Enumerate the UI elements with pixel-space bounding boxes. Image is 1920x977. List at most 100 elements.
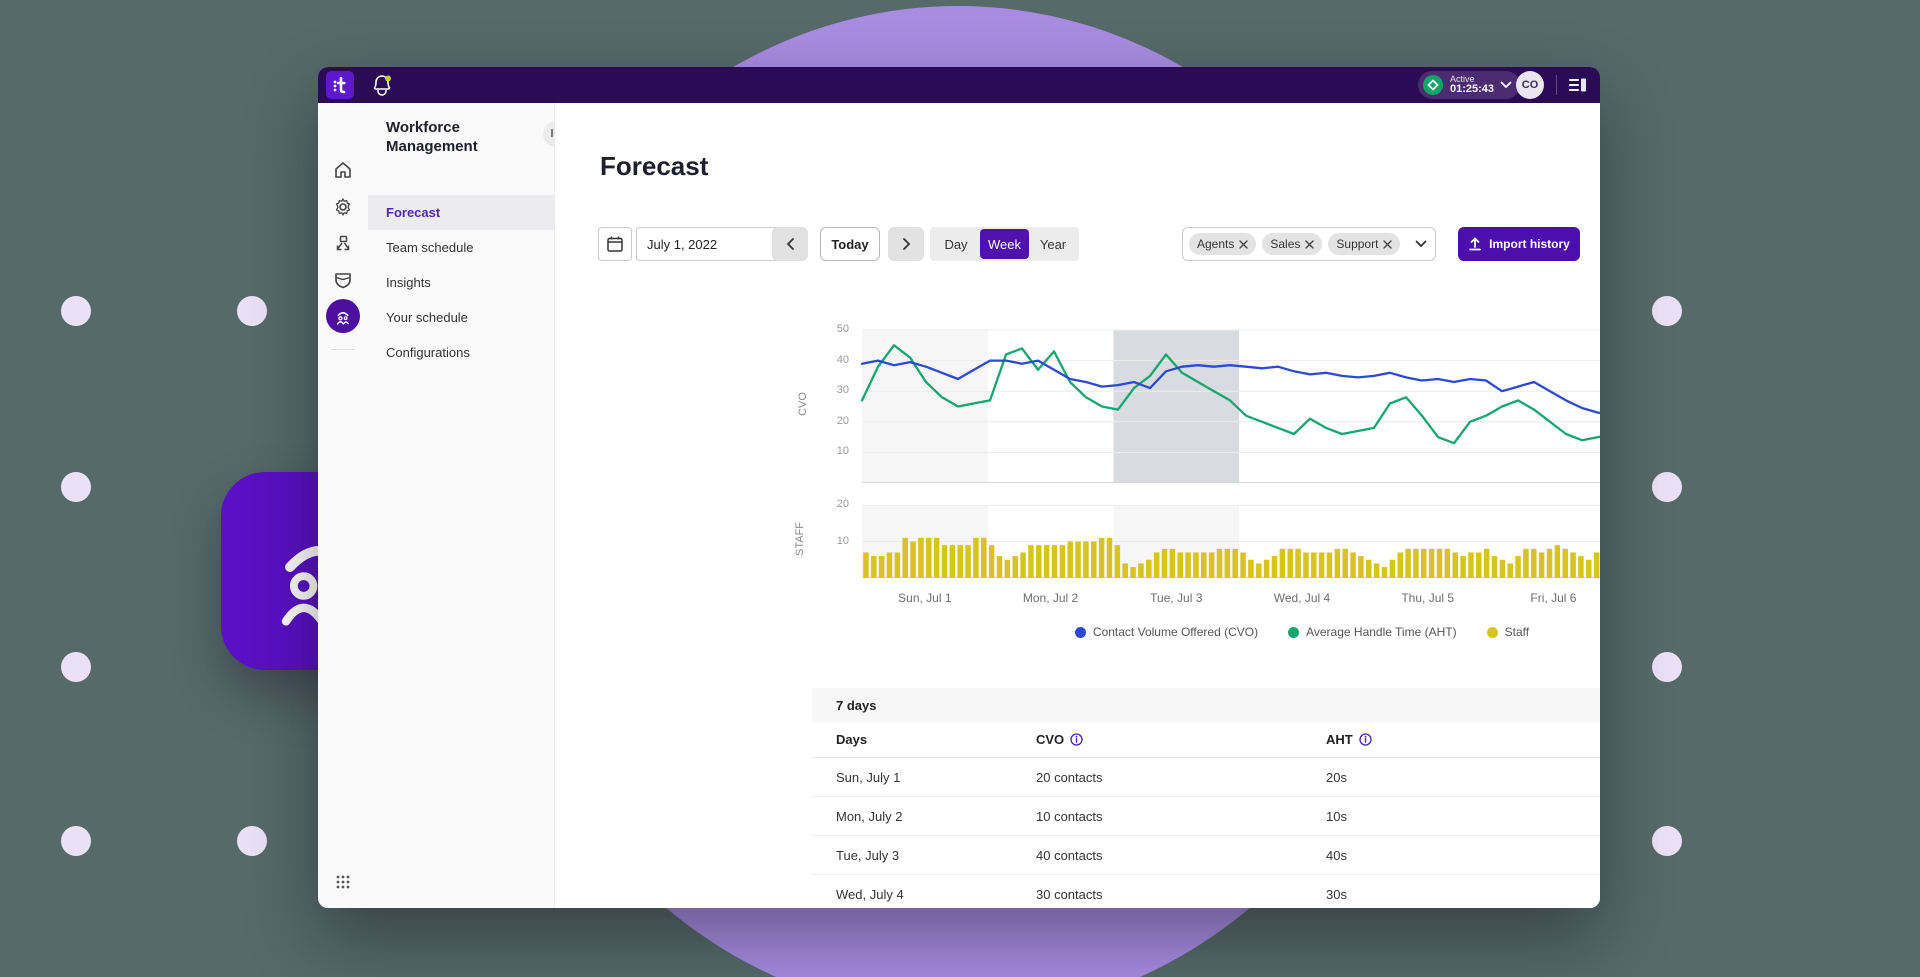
staff-bar bbox=[1161, 548, 1168, 578]
status-label: Active bbox=[1450, 73, 1475, 84]
legend-label: Staff bbox=[1504, 625, 1530, 639]
staff-bar bbox=[1122, 563, 1128, 578]
decor-dot bbox=[61, 296, 91, 326]
module-title: Workforce Management bbox=[386, 119, 478, 155]
sidebar-item-settings[interactable] bbox=[326, 190, 360, 224]
filter-chips-box[interactable]: Agents Sales Support bbox=[1182, 227, 1436, 261]
staff-bar bbox=[1295, 548, 1301, 578]
filter-chip-support[interactable]: Support bbox=[1328, 233, 1401, 255]
legend-label: Average Handle Time (AHT) bbox=[1306, 625, 1457, 639]
side-panel-toggle[interactable] bbox=[1568, 75, 1588, 100]
chevron-down-icon[interactable] bbox=[1415, 240, 1427, 248]
staff-bar bbox=[894, 552, 901, 578]
staff-bar bbox=[1413, 548, 1419, 578]
table-cell: 30s bbox=[1326, 886, 1347, 902]
staff-bar bbox=[1185, 552, 1191, 578]
table-row[interactable]: Wed, July 430 contacts30s10h bbox=[812, 875, 1600, 908]
cvo-aht-line-chart bbox=[860, 329, 1600, 483]
staff-bar bbox=[1004, 559, 1011, 578]
staff-bar bbox=[918, 537, 924, 578]
table-cell: 40s bbox=[1326, 847, 1347, 863]
staff-bar bbox=[1311, 552, 1317, 578]
sidebar-item-vault[interactable] bbox=[326, 263, 360, 297]
staff-bar bbox=[1098, 537, 1105, 578]
close-icon[interactable] bbox=[1305, 239, 1315, 249]
staff-bar bbox=[1593, 552, 1600, 578]
staff-bar bbox=[902, 537, 908, 578]
sidebar-item-home[interactable] bbox=[326, 153, 360, 187]
staff-bar bbox=[1287, 548, 1293, 578]
range-segmented-control: Day Week Year bbox=[930, 227, 1079, 261]
table-row[interactable]: Tue, July 340 contacts40s15h bbox=[812, 836, 1600, 875]
staff-bar bbox=[1232, 548, 1238, 578]
staff-bar bbox=[1028, 545, 1034, 578]
staff-bar bbox=[996, 556, 1003, 578]
staff-bar bbox=[1428, 548, 1435, 578]
chevron-right-icon bbox=[902, 238, 910, 250]
x-axis-day-label: Mon, Jul 2 bbox=[1022, 591, 1079, 605]
table-row[interactable]: Sun, July 120 contacts20s20h bbox=[812, 758, 1600, 797]
home-icon bbox=[335, 162, 351, 178]
prev-period-button[interactable] bbox=[772, 227, 808, 261]
sidebar-item-forecast[interactable]: Forecast bbox=[368, 195, 555, 230]
brand-logo[interactable] bbox=[326, 71, 354, 99]
staff-bar bbox=[973, 537, 979, 578]
agent-status-control[interactable]: Active 01:25:43 bbox=[1418, 71, 1521, 99]
x-axis-day-label: Fri, Jul 6 bbox=[1530, 591, 1577, 605]
staff-bar bbox=[1499, 559, 1506, 578]
import-history-button[interactable]: Import history bbox=[1458, 227, 1580, 261]
range-option-day[interactable]: Day bbox=[944, 236, 968, 252]
today-button[interactable]: Today bbox=[820, 227, 880, 261]
staff-bar bbox=[926, 537, 932, 578]
range-option-year[interactable]: Year bbox=[1039, 236, 1067, 252]
nav-list: Forecast Team schedule Insights Your schedu… bbox=[368, 195, 555, 370]
staff-bar bbox=[1405, 548, 1411, 578]
table-header-bar: 7 days Reset edition bbox=[812, 688, 1600, 722]
filter-chip-agents[interactable]: Agents bbox=[1189, 233, 1257, 255]
staff-bar bbox=[1452, 552, 1458, 578]
date-input[interactable]: July 1, 2022 bbox=[636, 227, 796, 261]
next-period-button[interactable] bbox=[888, 227, 924, 261]
legend-item: Contact Volume Offered (CVO) bbox=[1074, 625, 1258, 639]
series-aht bbox=[860, 344, 1600, 445]
table-cell: Tue, July 3 bbox=[836, 847, 900, 863]
calendar-button[interactable] bbox=[598, 227, 632, 261]
table-cell: 40 contacts bbox=[1036, 847, 1103, 863]
staff-bar bbox=[988, 545, 995, 578]
staff-bar bbox=[941, 545, 948, 578]
legend-item: Average Handle Time (AHT) bbox=[1288, 625, 1457, 639]
info-icon[interactable] bbox=[1070, 733, 1083, 746]
sidebar-item-your-schedule[interactable]: Your schedule bbox=[386, 310, 468, 325]
sidebar-item-team-schedule[interactable]: Team schedule bbox=[386, 240, 474, 255]
range-option-week[interactable]: Week bbox=[980, 229, 1029, 259]
nav-panel bbox=[368, 103, 555, 908]
sidebar-item-insights[interactable]: Insights bbox=[386, 275, 431, 290]
staff-bar bbox=[1531, 548, 1537, 578]
sidebar-item-workforce[interactable] bbox=[326, 299, 360, 333]
filter-chip-sales[interactable]: Sales bbox=[1262, 233, 1323, 255]
decor-dot bbox=[61, 652, 91, 682]
notifications-button[interactable] bbox=[372, 74, 392, 101]
apps-launcher[interactable] bbox=[326, 865, 360, 899]
staff-bar bbox=[1303, 552, 1309, 578]
staff-bar bbox=[1208, 552, 1215, 578]
table-row[interactable]: Mon, July 210 contacts10s10h bbox=[812, 797, 1600, 836]
sidebar-item-routing[interactable] bbox=[326, 227, 360, 261]
staff-bar bbox=[1468, 552, 1474, 578]
close-icon[interactable] bbox=[1383, 239, 1393, 249]
table-cell: 10 contacts bbox=[1036, 808, 1103, 824]
user-avatar[interactable]: CO bbox=[1516, 71, 1544, 99]
gear-icon bbox=[335, 198, 351, 216]
info-icon[interactable] bbox=[1359, 733, 1372, 746]
close-icon[interactable] bbox=[1239, 239, 1249, 249]
staff-bar bbox=[1546, 548, 1553, 578]
staff-bar bbox=[1578, 556, 1584, 578]
staff-bar bbox=[1091, 541, 1097, 578]
staff-bar bbox=[1114, 545, 1121, 578]
staff-bar bbox=[1381, 567, 1388, 578]
cvo-axis-tick: 20 bbox=[836, 414, 849, 427]
sidebar-item-configurations[interactable]: Configurations bbox=[386, 345, 470, 360]
legend-dot bbox=[1486, 626, 1498, 638]
workforce-icon bbox=[336, 312, 349, 325]
